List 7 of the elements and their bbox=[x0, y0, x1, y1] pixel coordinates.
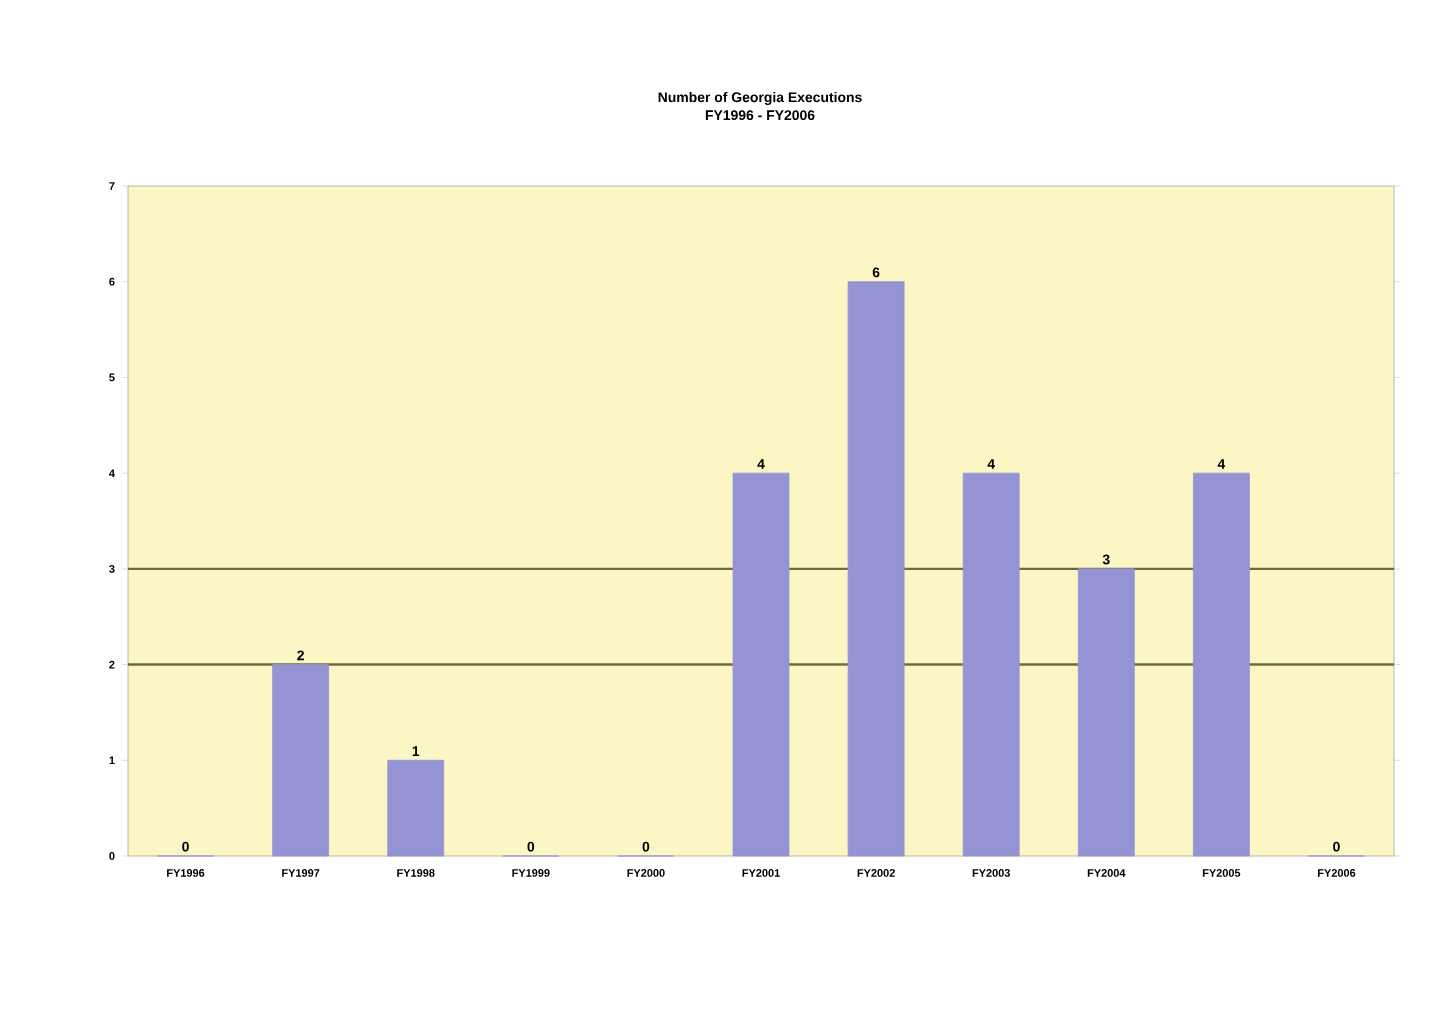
bar bbox=[1192, 472, 1250, 857]
bar bbox=[387, 759, 445, 857]
bar bbox=[732, 472, 790, 857]
bar bbox=[962, 472, 1020, 857]
bar bbox=[272, 664, 330, 857]
bar bbox=[847, 281, 905, 857]
bar bbox=[1077, 568, 1135, 857]
